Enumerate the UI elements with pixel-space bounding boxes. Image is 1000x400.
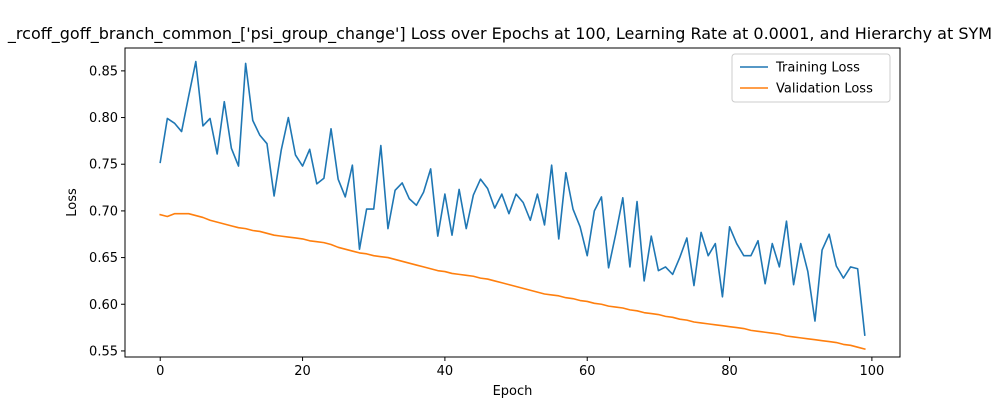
series-line-training-loss	[159, 60, 866, 336]
x-tick-label: 40	[437, 364, 454, 379]
x-axis-label: Epoch	[493, 384, 533, 399]
y-tick-label: 0.75	[89, 158, 118, 173]
series-layer	[159, 60, 866, 351]
x-tick-label: 80	[721, 364, 738, 379]
plot-area	[124, 47, 901, 358]
series-line-validation-loss	[159, 212, 866, 351]
y-tick-label: 0.85	[89, 64, 118, 79]
y-tick-label: 0.55	[89, 344, 118, 359]
x-axis: 0 20 40 60 80 100	[156, 357, 884, 379]
legend-label: Validation Loss	[776, 82, 873, 97]
x-tick-label: 20	[294, 364, 311, 379]
chart-title: _rcoff_goff_branch_common_['psi_group_ch…	[7, 24, 992, 44]
y-axis: 0.55 0.60 0.65 0.70 0.75 0.80 0.85	[89, 64, 125, 359]
y-tick-label: 0.60	[89, 298, 118, 313]
legend-box	[731, 53, 891, 103]
y-tick-label: 0.65	[89, 251, 118, 266]
y-tick-label: 0.80	[89, 111, 118, 126]
y-tick-label: 0.70	[89, 204, 118, 219]
y-axis-label: Loss	[65, 188, 80, 217]
legend-label: Training Loss	[775, 61, 860, 76]
legend: Training Loss Validation Loss	[731, 53, 891, 103]
x-tick-label: 60	[579, 364, 596, 379]
x-tick-label: 0	[156, 364, 164, 379]
x-tick-label: 100	[859, 364, 884, 379]
